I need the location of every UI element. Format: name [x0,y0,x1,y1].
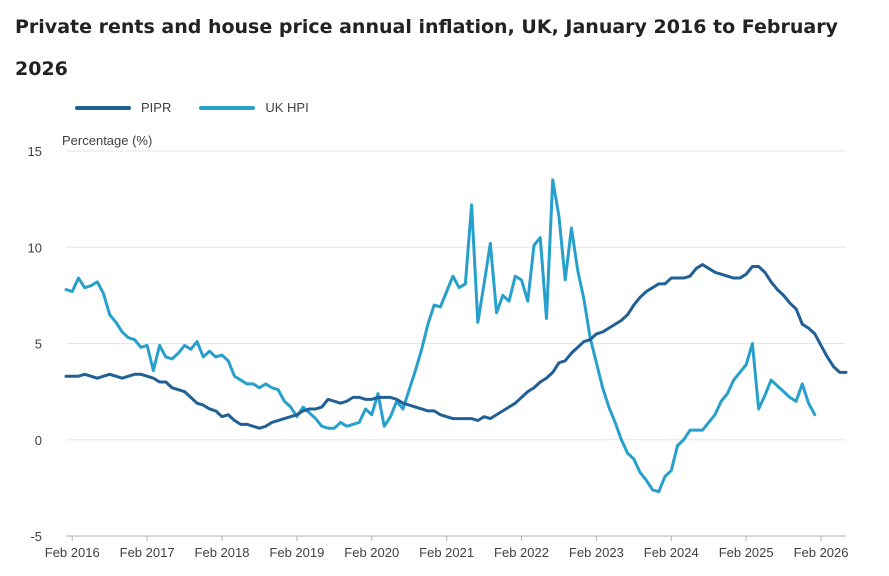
y-tick-label: 0 [35,433,42,448]
y-axis-ticks: -5 0 5 10 15 [28,144,42,544]
x-axis-ticks: Feb 2016 Feb 2017 Feb 2018 Feb 2019 Feb 2020… [45,536,849,560]
x-tick-label: Feb 2024 [644,545,699,560]
gridlines [66,150,846,537]
legend-label-uk-hpi: UK HPI [265,100,309,115]
legend-swatch-uk-hpi [199,105,256,110]
legend: PIPR UK HPI [75,100,337,115]
x-tick-label: Feb 2018 [195,545,250,560]
legend-item-pipr: PIPR [75,100,171,115]
series-lines [64,178,848,494]
x-tick-label: Feb 2021 [419,545,474,560]
series-line-uk-hpi [64,178,817,494]
legend-item-uk-hpi: UK HPI [199,100,309,115]
y-tick-label: 5 [35,337,42,352]
x-tick-label: Feb 2025 [719,545,774,560]
x-tick-label: Feb 2019 [269,545,324,560]
x-tick-label: Feb 2017 [120,545,175,560]
legend-label-pipr: PIPR [141,100,172,115]
chart-title: Private rents and house price annual inf… [15,16,838,80]
series-line-pipr [64,263,848,430]
legend-swatch-pipr [75,105,131,110]
x-tick-label: Feb 2026 [794,545,849,560]
y-tick-label: 15 [28,144,42,159]
x-tick-label: Feb 2020 [344,545,399,560]
y-axis-label: Percentage (%) [62,133,152,148]
y-tick-label: -5 [30,529,42,544]
x-tick-label: Feb 2016 [45,545,100,560]
x-tick-label: Feb 2022 [494,545,549,560]
x-tick-label: Feb 2023 [569,545,624,560]
y-tick-label: 10 [28,240,42,255]
